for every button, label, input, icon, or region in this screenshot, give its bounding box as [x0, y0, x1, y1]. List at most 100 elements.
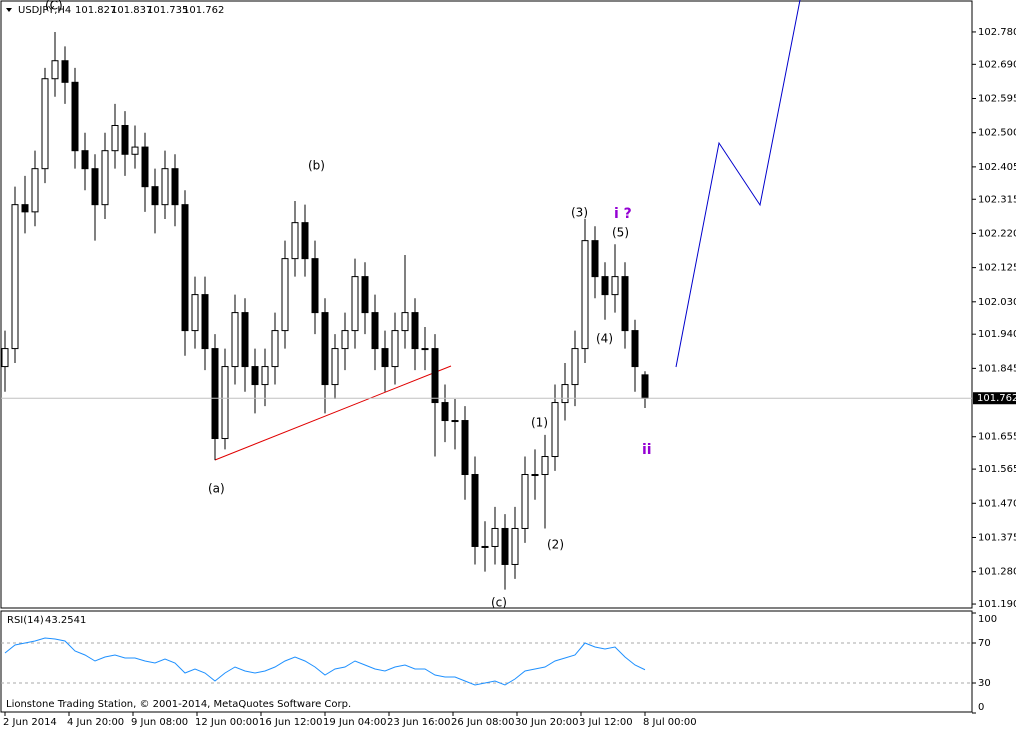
- candle-body: [191, 294, 199, 332]
- x-tick-label: 9 Jun 08:00: [131, 717, 188, 728]
- candle-body: [301, 222, 309, 260]
- candle-body: [311, 258, 319, 314]
- x-tick-label: 23 Jun 16:00: [387, 717, 451, 728]
- candle-body: [231, 312, 239, 368]
- candle-body: [101, 150, 109, 206]
- y-tick-label: 102.500: [978, 128, 1016, 139]
- menu-arrow[interactable]: [6, 8, 12, 12]
- candle-body: [21, 204, 29, 213]
- rsi-line: [4, 637, 646, 686]
- candle-body: [211, 348, 219, 440]
- y-tick-label: 101.280: [978, 567, 1016, 578]
- price-box: [973, 392, 1016, 405]
- candle-body: [401, 312, 409, 332]
- rsi-panel: [0, 610, 973, 713]
- y-tick-label: 102.030: [978, 297, 1016, 308]
- candle-body: [111, 124, 119, 152]
- y-tick-label: 102.405: [978, 162, 1016, 173]
- wave-label: i ?: [614, 206, 632, 222]
- candle-body: [351, 276, 359, 332]
- candle-body: [591, 240, 599, 278]
- candle-body: [541, 456, 549, 476]
- candle-body: [361, 276, 369, 314]
- wave-label: (b): [308, 159, 325, 173]
- candle-body: [521, 474, 529, 529]
- x-tick-label: 8 Jul 00:00: [643, 717, 697, 728]
- candle-body: [451, 420, 459, 423]
- projection-line: [675, 0, 801, 368]
- candle-body: [81, 150, 89, 170]
- low: 101.735: [147, 5, 188, 16]
- rsi-name: RSI(14): [7, 615, 44, 626]
- x-tick-label: 30 Jun 20:00: [515, 717, 579, 728]
- candle-body: [511, 527, 519, 565]
- main-panel: [0, 0, 973, 609]
- candle-body: [621, 276, 629, 332]
- wave-label: (1): [531, 416, 548, 430]
- rsi-value: 43.2541: [45, 615, 86, 626]
- candle-body: [381, 348, 389, 368]
- candle-body: [281, 258, 289, 332]
- candle-body: [251, 366, 259, 386]
- candle-body: [331, 348, 339, 386]
- candle-body: [131, 146, 139, 155]
- footer: Lionstone Trading Station, © 2001-2014, …: [6, 699, 351, 710]
- rsi-tick-label: 70: [978, 638, 991, 649]
- y-tick-label: 101.845: [978, 363, 1016, 374]
- rsi-tick-label: 30: [978, 678, 991, 689]
- candle-body: [31, 168, 39, 213]
- candle-body: [561, 384, 569, 404]
- wave-label: (C): [45, 0, 63, 13]
- symbol: USDJPY,H4: [18, 5, 71, 16]
- candle-body: [471, 474, 479, 547]
- candle-body: [181, 204, 189, 332]
- x-tick-label: 2 Jun 2014: [3, 717, 57, 728]
- x-tick-label: 19 Jun 04:00: [323, 717, 387, 728]
- candle-body: [91, 168, 99, 206]
- candle-body: [201, 294, 209, 350]
- candle-body: [501, 527, 509, 565]
- y-tick-label: 102.315: [978, 194, 1016, 205]
- trend-line: [214, 365, 452, 461]
- y-tick-label: 101.470: [978, 498, 1016, 509]
- y-tick-label: 102.595: [978, 94, 1016, 105]
- candle-body: [531, 474, 539, 477]
- candle-body: [61, 60, 69, 83]
- y-tick-label: 101.655: [978, 432, 1016, 443]
- wave-label: (c): [491, 596, 507, 610]
- candle-body: [151, 186, 159, 206]
- candle-body: [271, 330, 279, 368]
- high: 101.837: [111, 5, 152, 16]
- x-tick-label: 12 Jun 00:00: [195, 717, 259, 728]
- candle-body: [581, 240, 589, 350]
- open: 101.827: [75, 5, 116, 16]
- candle-body: [571, 348, 579, 386]
- wave-label: (4): [596, 332, 613, 346]
- candle-body: [221, 366, 229, 440]
- wave-label: (a): [208, 482, 225, 496]
- y-tick-label: 101.190: [978, 599, 1016, 610]
- candle-body: [51, 60, 59, 80]
- candle-body: [601, 276, 609, 296]
- y-tick-label: 102.780: [978, 27, 1016, 38]
- candle-body: [421, 348, 429, 351]
- candle-body: [171, 168, 179, 206]
- candle-body: [291, 222, 299, 260]
- candle-body: [161, 168, 169, 206]
- candle-body: [341, 330, 349, 350]
- y-tick-label: 101.565: [978, 464, 1016, 475]
- candle-body: [261, 366, 269, 386]
- candle-body: [611, 276, 619, 296]
- candle-body: [391, 330, 399, 368]
- y-tick-label: 101.940: [978, 329, 1016, 340]
- candle-body: [321, 312, 329, 386]
- rsi-tick-label: 0: [978, 702, 984, 713]
- price-label: 101.762: [977, 393, 1016, 404]
- candle-body: [371, 312, 379, 350]
- y-tick-label: 102.125: [978, 263, 1016, 274]
- candle-body: [11, 204, 19, 350]
- candle-body: [1, 348, 9, 368]
- candle-body: [431, 348, 439, 404]
- candle-body: [241, 312, 249, 368]
